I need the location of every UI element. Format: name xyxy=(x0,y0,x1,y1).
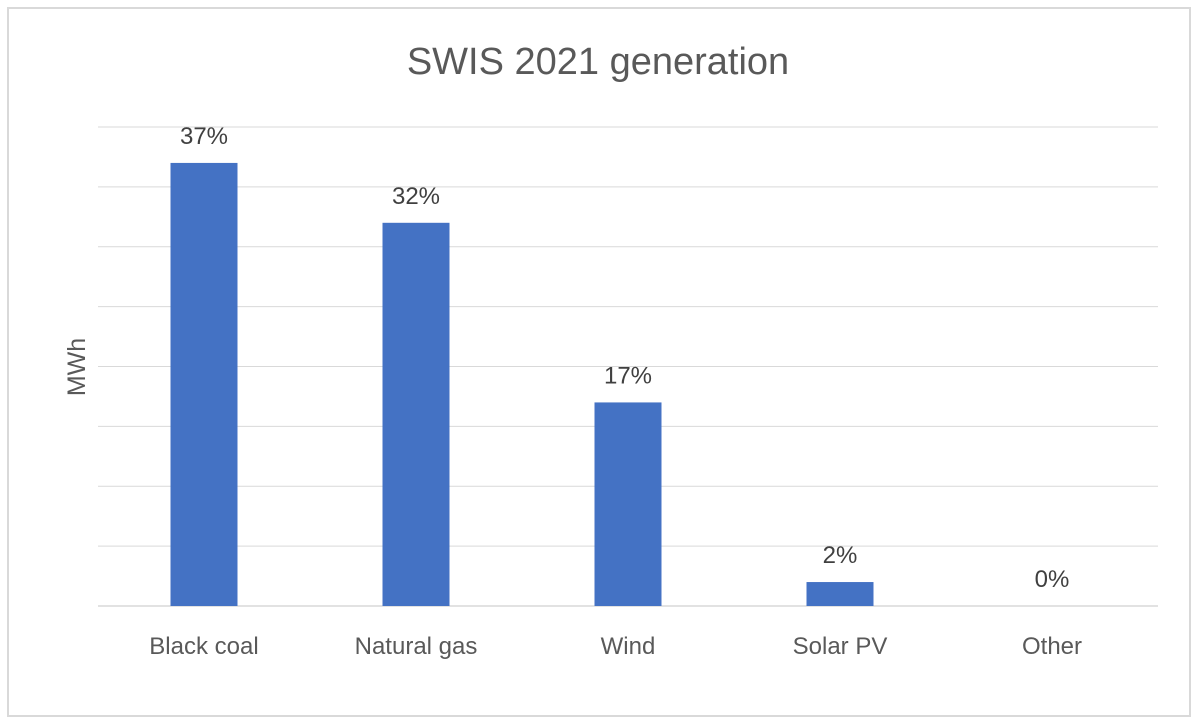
data-label: 2% xyxy=(823,542,858,569)
data-label: 32% xyxy=(392,183,440,210)
x-tick-label: Solar PV xyxy=(793,633,888,660)
bar-wind xyxy=(594,402,662,606)
x-tick-labels: Black coal Natural gas Wind Solar PV Other xyxy=(149,633,1082,660)
x-tick-label: Wind xyxy=(601,633,656,660)
bar-solar-pv xyxy=(806,582,874,606)
data-label: 17% xyxy=(604,362,652,389)
bars xyxy=(170,162,874,607)
bar-black-coal xyxy=(170,162,238,607)
x-tick-label: Other xyxy=(1022,633,1082,660)
data-labels: 37% 32% 17% 2% 0% xyxy=(180,123,1069,593)
data-label: 37% xyxy=(180,123,228,150)
y-axis-label: MWh xyxy=(63,338,91,396)
data-label: 0% xyxy=(1035,566,1070,593)
x-tick-label: Natural gas xyxy=(355,633,478,660)
bar-natural-gas xyxy=(382,222,450,607)
x-tick-label: Black coal xyxy=(149,633,258,660)
chart-title: SWIS 2021 generation xyxy=(407,41,789,83)
